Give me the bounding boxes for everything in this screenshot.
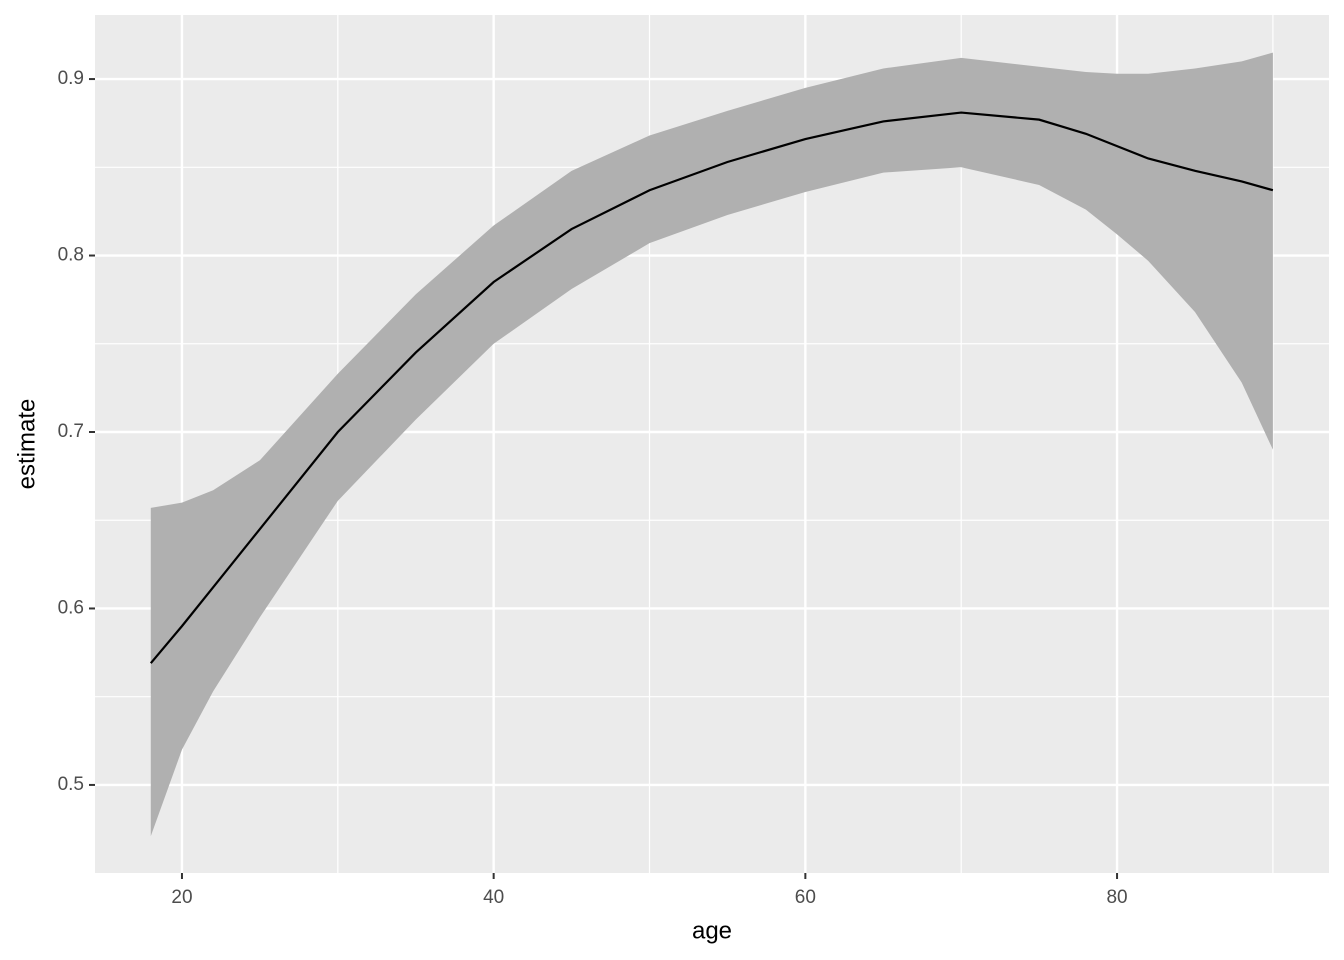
- x-tick-label: 20: [171, 887, 192, 908]
- y-tick-label: 0.9: [58, 68, 84, 89]
- x-tick-label: 60: [795, 887, 816, 908]
- x-axis-title: age: [692, 917, 732, 944]
- confidence-band: [150, 52, 1273, 837]
- x-tick-label: 80: [1106, 887, 1127, 908]
- y-tick-label: 0.5: [58, 774, 84, 795]
- y-tick-label: 0.7: [58, 421, 84, 442]
- y-tick-label: 0.8: [58, 245, 84, 266]
- estimate-line: [149, 111, 1274, 664]
- y-axis-title: estimate: [13, 399, 40, 490]
- x-tick-label: 40: [483, 887, 504, 908]
- y-tick-label: 0.6: [58, 597, 84, 618]
